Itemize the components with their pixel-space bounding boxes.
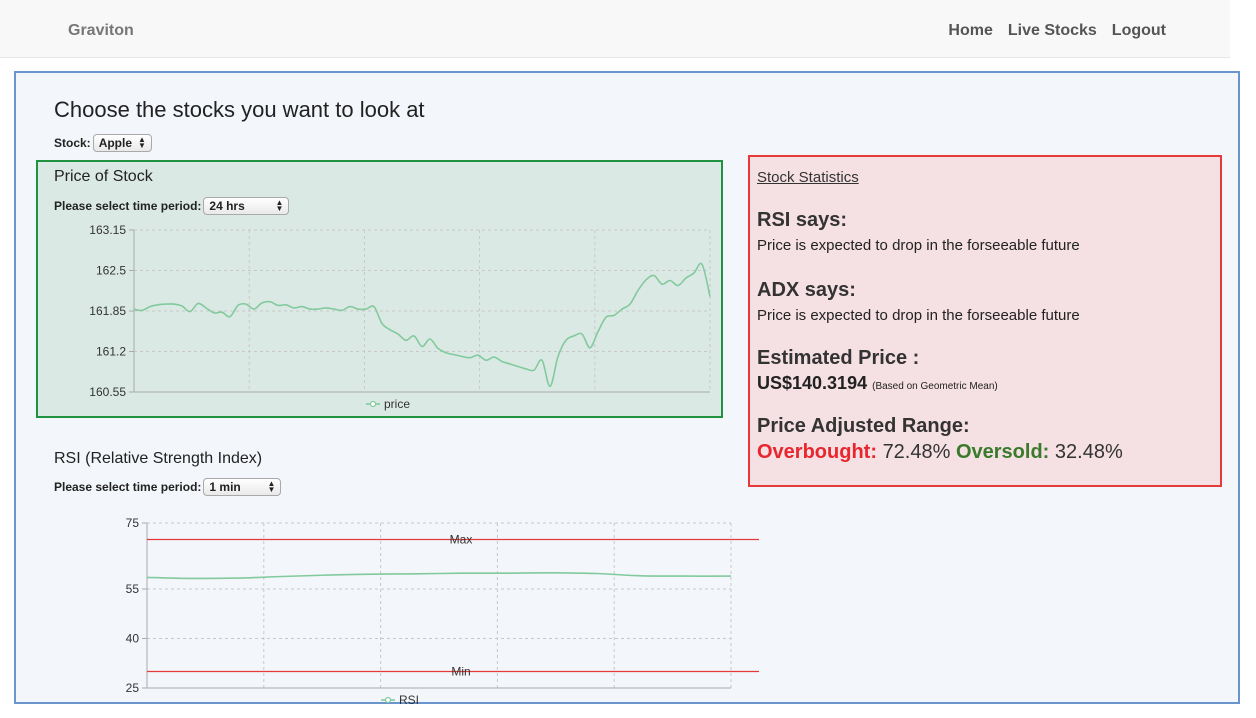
- rsi-period-value: 1 min: [209, 480, 241, 494]
- select-arrows-icon: ▲ ▼: [267, 479, 276, 494]
- overbought-value: 72.48%: [882, 441, 951, 463]
- reference-line-label: Min: [451, 665, 470, 679]
- rsi-section: RSI (Relative Strength Index) Please sel…: [36, 443, 759, 707]
- price-range-heading: Price Adjusted Range:: [757, 415, 970, 437]
- series-line-price: [133, 262, 711, 388]
- price-period-value: 24 hrs: [209, 199, 245, 213]
- series-line-rsi: [146, 571, 732, 580]
- page-title: Choose the stocks you want to look at: [54, 97, 425, 122]
- price-period-row: Please select time period: 24 hrs ▲ ▼: [54, 197, 290, 215]
- price-period-select[interactable]: 24 hrs ▲ ▼: [203, 197, 290, 215]
- main-frame: Choose the stocks you want to look at St…: [14, 71, 1240, 707]
- estimated-price-amount: US$140.3194: [757, 373, 868, 393]
- select-arrows-icon: ▲ ▼: [275, 198, 284, 213]
- rsi-says-heading: RSI says:: [757, 209, 848, 231]
- price-panel: Price of Stock Please select time period…: [36, 160, 723, 418]
- oversold-value: 32.48%: [1054, 441, 1123, 463]
- stock-select[interactable]: Apple ▲ ▼: [92, 134, 152, 152]
- y-tick-label: 161.85: [89, 304, 126, 318]
- stats-title: Stock Statistics: [757, 169, 859, 186]
- legend-label: price: [384, 397, 410, 411]
- nav-links: Home Live Stocks Logout: [948, 22, 1166, 40]
- navbar: Graviton Home Live Stocks Logout: [0, 0, 1230, 58]
- legend-marker: [384, 696, 392, 704]
- reference-line-label: Max: [450, 533, 473, 547]
- estimated-price-value: US$140.3194 (Based on Geometric Mean): [757, 373, 998, 394]
- price-panel-title: Price of Stock: [54, 168, 153, 185]
- adx-says-heading: ADX says:: [757, 279, 856, 301]
- estimated-price-note: (Based on Geometric Mean): [872, 381, 998, 392]
- stats-panel: Stock Statistics RSI says: Price is expe…: [748, 155, 1222, 487]
- rsi-chart: 75 55 40 25 Max Min RSI: [126, 516, 759, 707]
- y-tick-label: 162.5: [96, 264, 126, 278]
- y-tick-label: 161.2: [96, 345, 126, 359]
- stock-select-value: Apple: [98, 136, 133, 150]
- y-tick-label: 40: [126, 632, 140, 646]
- select-arrows-icon: ▲ ▼: [138, 135, 146, 150]
- y-tick-label: 75: [126, 516, 140, 530]
- rsi-period-row: Please select time period: 1 min ▲ ▼: [54, 478, 282, 496]
- overbought-label: Overbought:: [757, 441, 877, 463]
- rsi-period-label: Please select time period:: [54, 480, 202, 494]
- y-tick-label: 55: [126, 582, 140, 596]
- rsi-panel-title: RSI (Relative Strength Index): [54, 450, 263, 467]
- legend-label: RSI: [399, 693, 419, 707]
- brand-link[interactable]: Graviton: [68, 22, 134, 39]
- y-tick-label: 163.15: [89, 223, 126, 237]
- stock-label: Stock:: [54, 136, 91, 150]
- rsi-says-text: Price is expected to drop in the forseea…: [757, 237, 1080, 254]
- rsi-period-select[interactable]: 1 min ▲ ▼: [203, 478, 282, 496]
- oversold-label: Oversold:: [955, 441, 1050, 463]
- legend-marker: [369, 400, 377, 408]
- stock-selector-row: Stock: Apple ▲ ▼: [54, 134, 152, 152]
- y-tick-label: 25: [126, 681, 140, 695]
- price-range-row: Overbought: 72.48% Oversold: 32.48%: [757, 441, 1123, 464]
- adx-says-text: Price is expected to drop in the forseea…: [757, 307, 1080, 324]
- nav-home-link[interactable]: Home: [948, 22, 993, 39]
- price-chart: 163.15 162.5 161.85 161.2 160.55 price: [89, 223, 711, 411]
- estimated-price-heading: Estimated Price :: [757, 347, 920, 369]
- price-period-label: Please select time period:: [54, 199, 202, 213]
- y-tick-label: 160.55: [89, 385, 126, 399]
- nav-live-stocks-link[interactable]: Live Stocks: [1007, 22, 1097, 39]
- nav-logout-link[interactable]: Logout: [1111, 22, 1166, 39]
